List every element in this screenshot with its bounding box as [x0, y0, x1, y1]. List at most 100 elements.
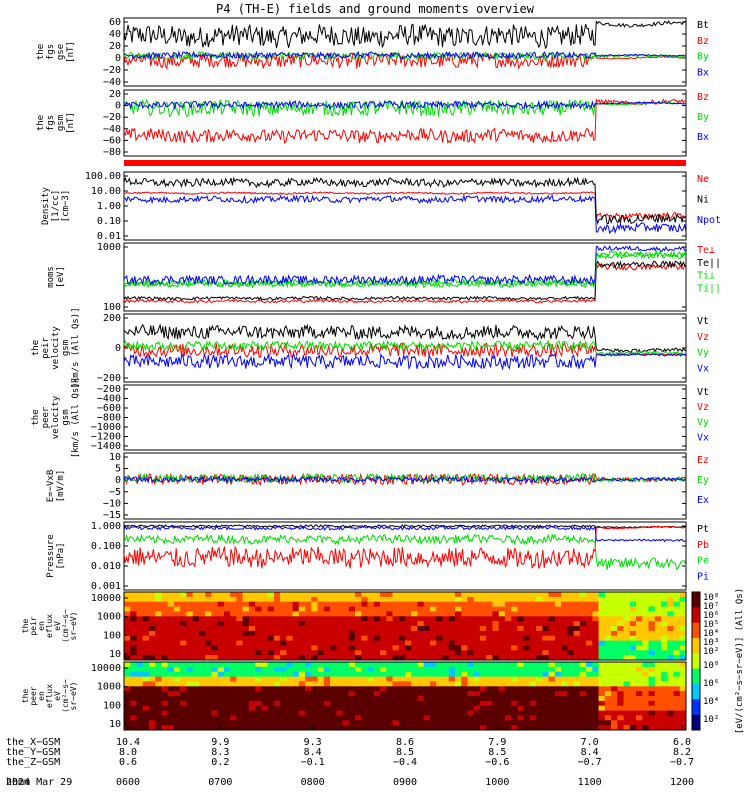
- spectrogram-cell: [405, 681, 412, 687]
- spectrogram-cell: [486, 655, 493, 661]
- spectrogram-cell: [386, 616, 393, 622]
- spectrogram-cell: [573, 655, 581, 661]
- spectrogram-cell: [292, 696, 300, 702]
- spectrogram-cell: [567, 616, 574, 622]
- spectrogram-cell: [261, 621, 268, 627]
- spectrogram-cell: [217, 630, 225, 637]
- spectrogram-cell: [442, 606, 450, 612]
- spectrogram-cell: [417, 715, 425, 721]
- spectrogram-cell: [629, 710, 637, 716]
- spectrogram-cell: [286, 715, 293, 721]
- spectrogram-cell: [398, 606, 406, 612]
- legend-ez: Ez: [697, 455, 709, 466]
- spectrogram-cell: [517, 691, 524, 697]
- spectrogram-cell: [161, 676, 169, 682]
- spectrogram-cell: [623, 655, 631, 661]
- spectrogram-cell: [323, 606, 331, 612]
- spectrogram-cell: [567, 696, 574, 702]
- spectrogram-cell: [355, 655, 362, 661]
- colorbar-tick-label: 10²: [703, 647, 719, 657]
- colorbar-segment: [692, 638, 700, 654]
- legend-vz: Vz: [697, 402, 709, 413]
- y-tick-label: 10.00: [91, 186, 121, 197]
- spectrogram-cell: [367, 666, 375, 673]
- spectrogram-cell: [667, 650, 674, 656]
- y-axis-label: the: [36, 115, 46, 131]
- spectrogram-cell: [667, 635, 674, 641]
- spectrogram-cell: [323, 655, 331, 661]
- series-line-te⊥: [123, 263, 687, 304]
- spectrogram-cell: [311, 650, 318, 656]
- spectrogram-cell: [136, 671, 144, 677]
- spectrogram-cell: [386, 640, 393, 646]
- spectrogram-cell: [192, 596, 200, 603]
- x-tick-label: 0.2: [211, 757, 229, 768]
- spectrogram-cell: [561, 666, 568, 673]
- spectrogram-cell: [230, 662, 237, 668]
- spectrogram-cell: [198, 640, 206, 646]
- spectrogram-cell: [448, 681, 456, 687]
- spectrogram-cell: [423, 725, 431, 731]
- spectrogram-cell: [124, 645, 131, 651]
- spectrogram-cell: [567, 592, 574, 598]
- spectrogram-cell: [461, 601, 468, 607]
- spectrogram-cell: [348, 686, 356, 692]
- spectrogram-cell: [336, 676, 343, 682]
- spectrogram-cell: [167, 655, 175, 661]
- spectrogram-cell: [567, 686, 574, 692]
- spectrogram-cell: [405, 611, 412, 617]
- spectrogram-cell: [198, 662, 206, 668]
- spectrogram-cell: [124, 611, 131, 617]
- spectrogram-cell: [367, 616, 375, 622]
- spectrogram-cell: [436, 596, 443, 603]
- y-tick-label: 0: [115, 343, 121, 354]
- spectrogram-cell: [486, 686, 493, 692]
- spectrogram-cell: [217, 681, 225, 687]
- y-axis-label: [nT]: [66, 112, 76, 134]
- spectrogram-cell: [305, 621, 312, 627]
- spectrogram-cell: [536, 715, 543, 721]
- spectrogram-cell: [130, 681, 137, 687]
- spectrogram-cell: [161, 611, 169, 617]
- y-axis-label: en: [37, 621, 46, 631]
- spectrogram-cell: [211, 676, 218, 682]
- spectrogram-cell: [517, 601, 524, 607]
- spectrogram-cell: [561, 676, 568, 682]
- spectrogram-cell: [355, 626, 362, 632]
- spectrogram-cell: [323, 662, 331, 668]
- spectrogram-cell: [248, 666, 256, 673]
- spectrogram-cell: [180, 700, 187, 707]
- spectrogram-cell: [511, 645, 518, 651]
- spectrogram-cell: [405, 596, 412, 603]
- spectrogram-cell: [648, 700, 656, 707]
- spectrogram-cell: [305, 666, 312, 673]
- spectrogram-cell: [448, 671, 456, 677]
- spectrogram-cell: [430, 720, 437, 726]
- spectrogram-cell: [280, 720, 287, 726]
- spectrogram-cell: [317, 655, 325, 661]
- spectrogram-cell: [661, 606, 668, 612]
- spectrogram-cell: [236, 720, 243, 726]
- spectrogram-cell: [467, 645, 474, 651]
- spectrogram-cell: [223, 630, 231, 637]
- spectrogram-cell: [317, 696, 325, 702]
- spectrogram-cell: [380, 606, 387, 612]
- spectrogram-cell: [504, 655, 512, 661]
- spectrogram-cell: [498, 606, 506, 612]
- spectrogram-cell: [198, 616, 206, 622]
- spectrogram-cell: [498, 626, 506, 632]
- spectrogram-cell: [467, 630, 474, 637]
- spectrogram-cell: [155, 621, 162, 627]
- spectrogram-cell: [673, 626, 681, 632]
- spectrogram-cell: [198, 676, 206, 682]
- spectrogram-cell: [198, 691, 206, 697]
- spectrogram-cell: [611, 596, 618, 603]
- spectrogram-cell: [417, 686, 425, 692]
- spectrogram-cell: [330, 676, 337, 682]
- spectrogram-cell: [149, 686, 156, 692]
- spectrogram-cell: [642, 626, 649, 632]
- spectrogram-cell: [548, 705, 556, 711]
- spectrogram-cell: [130, 715, 137, 721]
- spectrogram-cell: [317, 635, 325, 641]
- y-tick-label: 0.010: [91, 561, 121, 572]
